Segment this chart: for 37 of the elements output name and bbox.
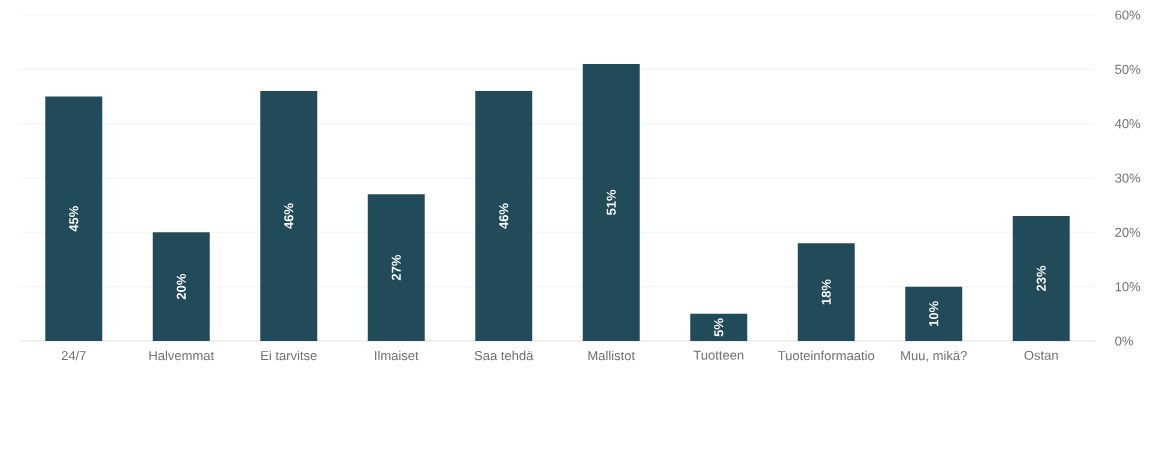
bar <box>690 313 748 341</box>
data-label: 23% <box>1036 265 1046 292</box>
data-label: 5% <box>714 318 724 337</box>
y-tick-label: 30% <box>1115 173 1141 183</box>
data-label: 10% <box>929 301 939 327</box>
x-tick-label: Ostan <box>1024 350 1058 360</box>
data-label: 51% <box>606 189 616 216</box>
y-tick-label: 10% <box>1115 282 1141 292</box>
x-tick-label: Muu, mikä? <box>901 350 967 362</box>
y-tick-label: 20% <box>1115 227 1141 237</box>
y-tick-label: 50% <box>1115 64 1141 74</box>
bar <box>582 63 640 341</box>
bar <box>475 91 533 341</box>
data-label: 45% <box>69 206 79 232</box>
bar <box>1012 216 1070 341</box>
x-tick-label: Tuoteinformaatio <box>778 350 875 361</box>
y-tick-label: 0% <box>1115 336 1133 346</box>
x-tick-label: Ilmaiset <box>375 350 419 361</box>
x-tick-label: Tuotteen <box>693 350 744 360</box>
bar <box>367 194 425 341</box>
bar <box>152 232 210 341</box>
data-label: 46% <box>499 203 509 229</box>
data-label: 46% <box>284 203 294 229</box>
data-label: 27% <box>391 254 401 281</box>
bar <box>260 91 318 341</box>
bar <box>797 243 855 341</box>
bar <box>905 286 963 341</box>
x-tick-label: Ei tarvitse <box>261 350 317 361</box>
x-tick-label: 24/7 <box>61 350 86 361</box>
y-tick-label: 40% <box>1114 119 1141 129</box>
x-tick-label: Halvemmat <box>149 350 215 361</box>
x-tick-label: Saa tehdä <box>474 350 534 361</box>
data-label: 18% <box>821 279 831 305</box>
x-tick-label: Mallistot <box>588 350 635 361</box>
y-tick-label: 60% <box>1115 10 1141 20</box>
bar <box>45 96 103 341</box>
data-label: 20% <box>176 274 186 300</box>
